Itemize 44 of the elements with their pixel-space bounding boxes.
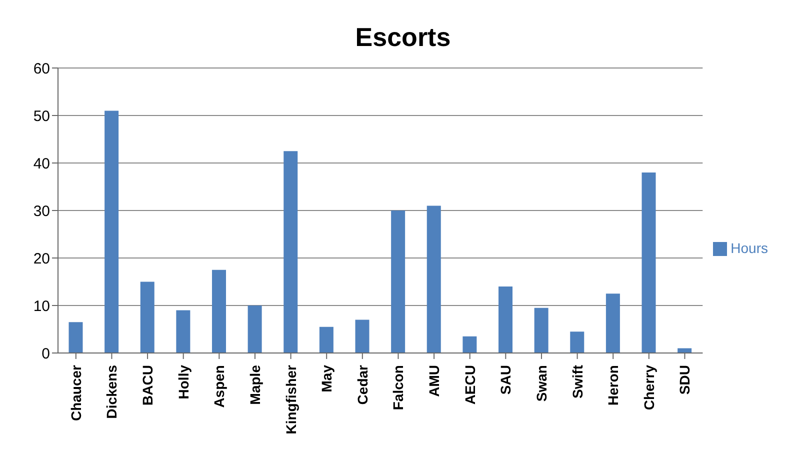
x-tick-label: Chaucer: [68, 364, 84, 422]
x-tick-label: Aspen: [211, 365, 228, 408]
y-tick-label: 60: [33, 60, 50, 78]
x-tick-label: AMU: [426, 365, 442, 397]
x-tick-label: Falcon: [390, 365, 406, 410]
bar: [319, 326, 334, 353]
y-tick-label: 40: [33, 155, 50, 172]
bar: [606, 294, 620, 353]
bar: [176, 310, 190, 353]
x-tick-label: Swan: [533, 365, 550, 402]
bar: [642, 172, 656, 353]
bar: [462, 336, 477, 353]
y-tick-label: 10: [33, 298, 50, 315]
bar: [355, 320, 370, 353]
y-tick-label: 20: [33, 250, 50, 268]
x-tick-label: BACU: [140, 365, 156, 406]
x-tick-label: Kingfisher: [282, 364, 299, 434]
bar: [534, 308, 548, 353]
x-tick-label: Dickens: [104, 364, 120, 419]
x-tick-label: AECU: [462, 365, 478, 405]
x-tick-label: SAU: [498, 365, 514, 395]
bar: [248, 306, 262, 353]
bar: [68, 322, 83, 353]
x-tick-label: SDU: [676, 365, 693, 395]
chart-title: Escorts: [354, 22, 452, 54]
x-tick-label: Holly: [175, 364, 192, 400]
x-tick-label: Cedar: [354, 364, 370, 405]
legend-label: Hours: [730, 240, 768, 256]
bar: [104, 110, 119, 353]
bar: [570, 332, 584, 353]
bar: [498, 286, 513, 353]
bar: [426, 206, 441, 353]
y-tick-label: 30: [33, 202, 50, 220]
bar: [284, 151, 298, 353]
y-tick-label: 0: [42, 345, 50, 362]
x-tick-label: Swift: [569, 364, 586, 398]
x-tick-label: May: [318, 364, 335, 392]
bar: [212, 270, 226, 353]
bar: [140, 282, 154, 353]
y-tick-label: 50: [33, 108, 50, 125]
x-tick-label: Maple: [246, 364, 263, 405]
x-tick-label: Heron: [605, 365, 622, 406]
x-tick-label: Cherry: [640, 364, 657, 410]
bar: [391, 210, 406, 353]
